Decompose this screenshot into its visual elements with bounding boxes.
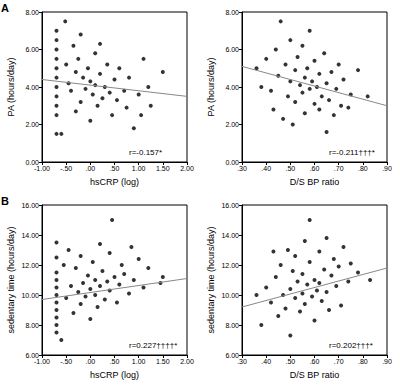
svg-text:8.00: 8.00 (25, 9, 39, 16)
svg-text:.30: .30 (237, 358, 247, 365)
svg-text:8.00: 8.00 (225, 322, 239, 329)
svg-text:8.00: 8.00 (25, 322, 39, 329)
svg-text:6.00: 6.00 (225, 351, 239, 359)
svg-text:16.00: 16.00 (221, 202, 239, 209)
svg-text:0.00: 0.00 (225, 158, 239, 166)
svg-text:.90: .90 (382, 165, 392, 172)
svg-text:B: B (1, 195, 9, 207)
svg-text:-1.00: -1.00 (34, 165, 50, 172)
svg-text:16.00: 16.00 (21, 202, 39, 209)
svg-text:PA (hours/day): PA (hours/day) (6, 58, 16, 117)
svg-text:2.00: 2.00 (25, 121, 39, 128)
svg-text:.50: .50 (285, 358, 295, 365)
svg-text:PA (hours/day): PA (hours/day) (206, 58, 216, 117)
svg-text:.60: .60 (310, 165, 320, 172)
svg-text:r=0.202†††*: r=0.202†††* (329, 341, 373, 350)
svg-text:12.00: 12.00 (21, 262, 39, 269)
svg-text:A: A (1, 2, 9, 14)
svg-text:r=-0.157*: r=-0.157* (129, 148, 162, 157)
svg-text:1.50: 1.50 (156, 165, 170, 172)
svg-text:sedentary time (hours/day): sedentary time (hours/day) (6, 226, 16, 333)
svg-text:2.00: 2.00 (180, 358, 194, 365)
svg-text:-1.00: -1.00 (34, 358, 50, 365)
svg-text:D/S BP ratio: D/S BP ratio (290, 177, 339, 187)
svg-text:1.00: 1.00 (132, 358, 146, 365)
svg-text:8.00: 8.00 (225, 9, 239, 16)
svg-text:10.00: 10.00 (221, 292, 239, 299)
svg-text:.70: .70 (334, 358, 344, 365)
svg-text:-.50: -.50 (60, 165, 72, 172)
svg-text:hsCRP (log): hsCRP (log) (90, 177, 139, 187)
svg-text:14.00: 14.00 (221, 232, 239, 239)
svg-text:.70: .70 (334, 165, 344, 172)
svg-text:hsCRP (log): hsCRP (log) (90, 370, 139, 380)
svg-text:.00: .00 (85, 358, 95, 365)
svg-text:r=-0.211†††*: r=-0.211†††* (329, 148, 375, 157)
svg-text:2.00: 2.00 (180, 165, 194, 172)
svg-text:6.00: 6.00 (25, 351, 39, 359)
svg-text:.00: .00 (85, 165, 95, 172)
svg-text:.40: .40 (261, 165, 271, 172)
svg-text:.60: .60 (310, 358, 320, 365)
svg-text:.80: .80 (358, 165, 368, 172)
svg-text:-.50: -.50 (60, 358, 72, 365)
svg-text:10.00: 10.00 (21, 292, 39, 299)
svg-text:0.00: 0.00 (25, 158, 39, 166)
svg-text:r=0.227††††*: r=0.227††††* (129, 341, 177, 350)
svg-text:.50: .50 (285, 165, 295, 172)
svg-text:.50: .50 (110, 165, 120, 172)
svg-text:6.00: 6.00 (225, 46, 239, 53)
svg-text:.30: .30 (237, 165, 247, 172)
svg-text:.40: .40 (261, 358, 271, 365)
svg-text:2.00: 2.00 (225, 121, 239, 128)
svg-text:D/S BP ratio: D/S BP ratio (290, 370, 339, 380)
svg-text:6.00: 6.00 (25, 46, 39, 53)
svg-text:4.00: 4.00 (225, 84, 239, 91)
svg-text:.80: .80 (358, 358, 368, 365)
svg-text:.50: .50 (110, 358, 120, 365)
svg-text:1.50: 1.50 (156, 358, 170, 365)
svg-text:4.00: 4.00 (25, 84, 39, 91)
svg-text:12.00: 12.00 (221, 262, 239, 269)
svg-text:1.00: 1.00 (132, 165, 146, 172)
svg-text:14.00: 14.00 (21, 232, 39, 239)
svg-text:sedentary time (hours/day): sedentary time (hours/day) (206, 226, 216, 333)
svg-text:.90: .90 (382, 358, 392, 365)
